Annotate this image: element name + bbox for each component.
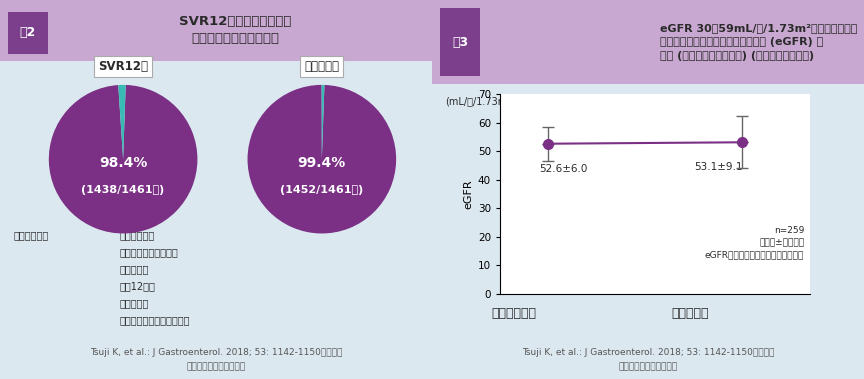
Text: 52.6±6.0: 52.6±6.0 — [539, 164, 588, 174]
Text: 不整脈または動悟２例: 不整脈または動悟２例 — [120, 247, 179, 257]
Bar — [8, 12, 48, 54]
Text: 【中止理由】: 【中止理由】 — [14, 230, 49, 240]
Text: 図3: 図3 — [452, 36, 468, 49]
Text: (1452/1461例): (1452/1461例) — [280, 185, 364, 196]
Text: n=259
平均値±標準偏差
eGFRの低下による投与中止例　なし: n=259 平均値±標準偏差 eGFRの低下による投与中止例 なし — [705, 226, 804, 260]
Text: 脳梗塞１例: 脳梗塞１例 — [120, 298, 149, 308]
Text: 図2: 図2 — [20, 25, 36, 39]
Y-axis label: eGFR: eGFR — [464, 179, 473, 209]
Text: Tsuji K, et al.: J Gastroenterol. 2018; 53: 1142-1150より作図: Tsuji K, et al.: J Gastroenterol. 2018; … — [90, 348, 342, 357]
Text: 98.4%: 98.4% — [99, 156, 147, 170]
Text: 99.4%: 99.4% — [298, 156, 346, 170]
Text: ベースライン: ベースライン — [492, 307, 537, 320]
Wedge shape — [247, 85, 396, 233]
Text: eGFR 30～59mL/分/1.73m²の患者における
ハーボニー配合錢投与前後の腎機能 (eGFR) の
変化 (全国赤十字病院報告) (サブグループ解析): eGFR 30～59mL/分/1.73m²の患者における ハーボニー配合錢投与前… — [660, 23, 857, 61]
Text: 治療終了時: 治療終了時 — [671, 307, 708, 320]
Bar — [440, 8, 480, 76]
Wedge shape — [118, 85, 126, 159]
Text: (mL/分/1.73m²): (mL/分/1.73m²) — [445, 96, 515, 106]
Text: コンプライアンス不良２例: コンプライアンス不良２例 — [120, 315, 190, 325]
Text: 53.1±9.1: 53.1±9.1 — [694, 162, 742, 172]
Bar — [432, 0, 864, 379]
Text: ［利益相反：記載なし］: ［利益相反：記載なし］ — [619, 362, 677, 371]
Bar — [432, 0, 864, 84]
Text: 体調不良２例: 体調不良２例 — [120, 230, 156, 240]
Text: SVR12率及び治療完遂率
（全国赤十字病院報告）: SVR12率及び治療完遂率 （全国赤十字病院報告） — [179, 15, 291, 45]
Wedge shape — [321, 85, 325, 159]
Text: Tsuji K, et al.: J Gastroenterol. 2018; 53: 1142-1150より作図: Tsuji K, et al.: J Gastroenterol. 2018; … — [522, 348, 774, 357]
Text: (1438/1461例): (1438/1461例) — [81, 185, 165, 196]
Text: 腹水12１例: 腹水12１例 — [120, 281, 156, 291]
Wedge shape — [49, 85, 198, 233]
Text: ［利益相反：記載なし］: ［利益相反：記載なし］ — [187, 362, 245, 371]
Text: SVR12率: SVR12率 — [98, 60, 148, 73]
Text: 治療完遂率: 治療完遂率 — [304, 60, 340, 73]
Bar — [0, 0, 432, 379]
Bar — [0, 0, 432, 61]
Text: 心不全１例: 心不全１例 — [120, 264, 149, 274]
